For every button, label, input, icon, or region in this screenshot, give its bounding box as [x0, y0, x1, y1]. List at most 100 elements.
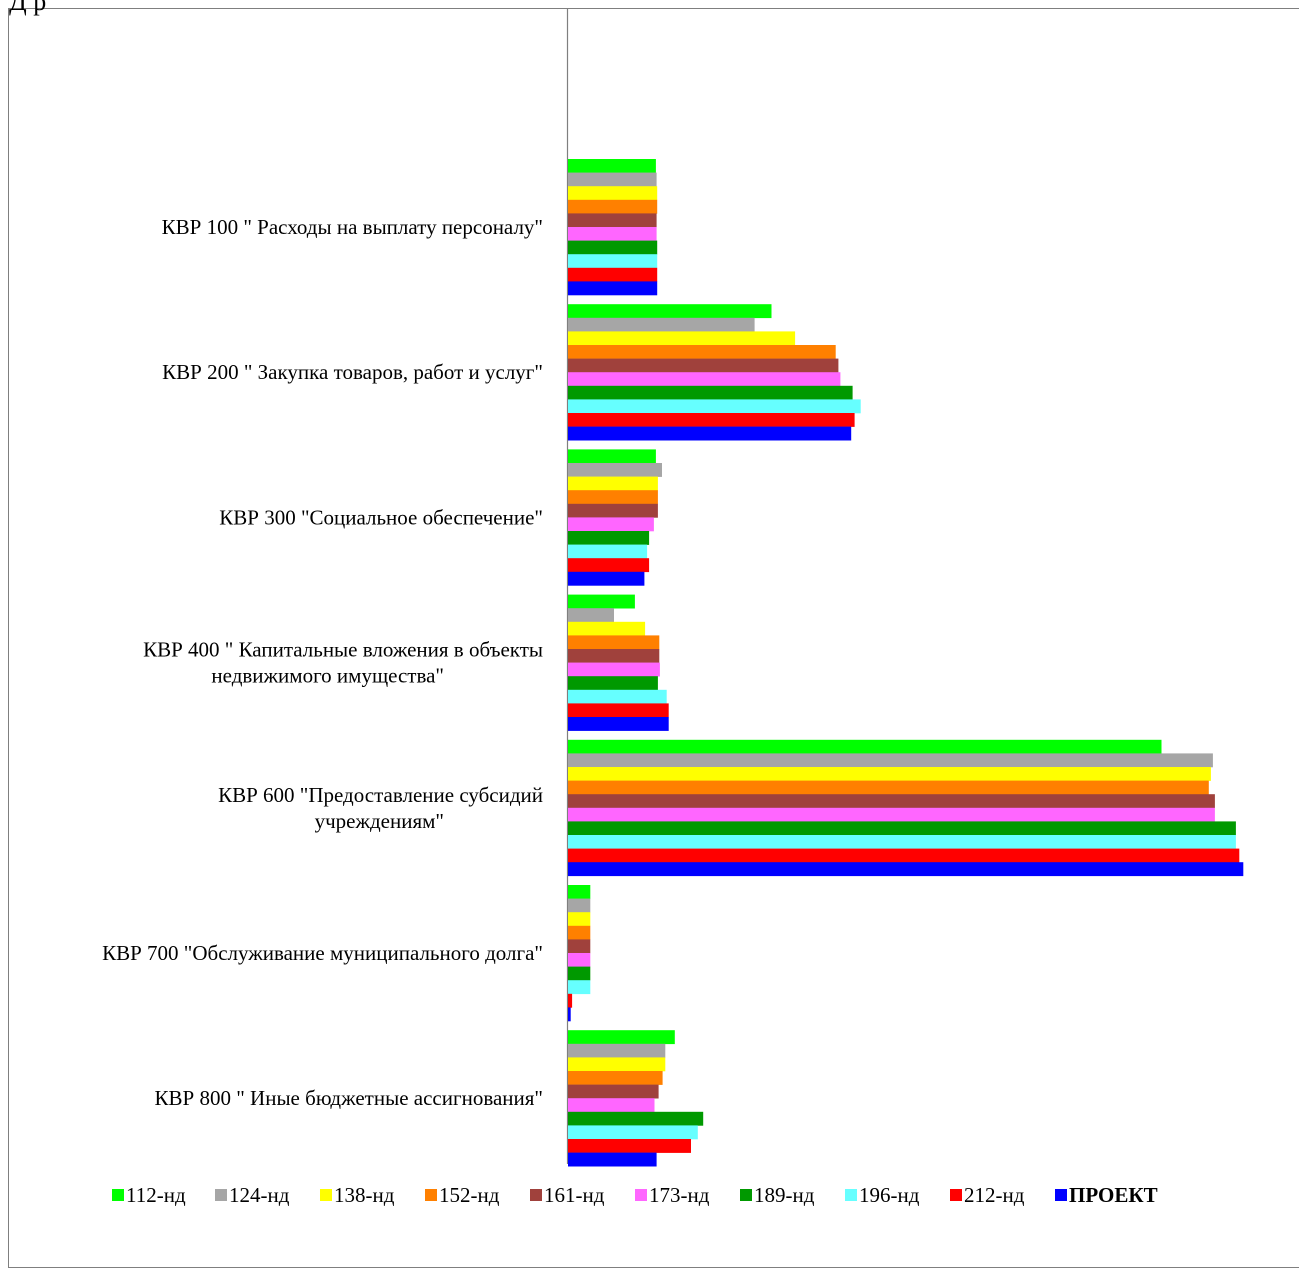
bar-152-нд-cat4: [568, 635, 660, 650]
category-label: КВР 700 "Обслуживание муниципального дол…: [102, 941, 543, 965]
legend-swatch-152-нд: [425, 1189, 437, 1201]
category-label: КВР 600 "Предоставление субсидий учрежден…: [218, 783, 543, 833]
bar-ПРОЕКТ-cat5: [568, 862, 1244, 877]
bar-152-нд-cat6: [568, 925, 591, 940]
bar-124-нд-cat1: [568, 172, 657, 187]
bar-ПРОЕКТ-cat6: [568, 1007, 571, 1022]
bar-189-нд-cat5: [568, 821, 1236, 836]
bar-189-нд-cat2: [568, 385, 853, 400]
bar-124-нд-cat6: [568, 898, 591, 913]
category-labels: КВР 100 " Расходы на выплату персоналу" К…: [102, 215, 543, 1110]
top-text-fragment: Д р: [9, 0, 47, 16]
bar-124-нд-cat5: [568, 753, 1213, 768]
bar-212-нд-cat5: [568, 848, 1240, 863]
bar-138-нд-cat6: [568, 912, 591, 927]
bar-212-нд-cat3: [568, 558, 650, 573]
chart-frame: Д р КВР 100 " Расходы на выплату персона…: [8, 0, 1299, 1268]
bar-ПРОЕКТ-cat7: [568, 1152, 657, 1167]
legend-swatch-189-нд: [740, 1189, 752, 1201]
bar-212-нд-cat4: [568, 703, 669, 718]
bar-112-нд-cat6: [568, 885, 591, 899]
bar-161-нд-cat3: [568, 503, 658, 518]
bar-ПРОЕКТ-cat2: [568, 426, 852, 441]
bar-173-нд-cat1: [568, 227, 657, 241]
legend-label-161-нд: 161-нд: [544, 1183, 605, 1207]
bar-124-нд-cat7: [568, 1043, 666, 1058]
legend-label-ПРОЕКТ: ПРОЕКТ: [1069, 1183, 1158, 1207]
bar-138-нд-cat7: [568, 1057, 666, 1072]
legend-label-138-нд: 138-нд: [334, 1183, 395, 1207]
bar-112-нд-cat1: [568, 159, 656, 173]
category-label: КВР 400 " Капитальные вложения в объекты…: [143, 638, 543, 688]
legend-swatch-112-нд: [112, 1189, 124, 1201]
bar-189-нд-cat6: [568, 966, 591, 981]
bar-196-нд-cat3: [568, 544, 648, 559]
bar-112-нд-cat7: [568, 1030, 675, 1045]
bar-112-нд-cat2: [568, 304, 772, 319]
legend-swatch-196-нд: [845, 1189, 857, 1201]
bar-138-нд-cat3: [568, 476, 658, 491]
bar-152-нд-cat1: [568, 199, 658, 214]
bar-112-нд-cat5: [568, 739, 1162, 754]
bar-212-нд-cat6: [568, 993, 573, 1008]
legend-label-152-нд: 152-нд: [439, 1183, 500, 1207]
bar-189-нд-cat1: [568, 240, 658, 255]
category-label: КВР 300 "Социальное обеспечение": [219, 505, 543, 529]
category-label: КВР 100 " Расходы на выплату персоналу": [162, 215, 543, 239]
bar-212-нд-cat1: [568, 267, 658, 282]
bar-173-нд-cat6: [568, 953, 591, 967]
bar-161-нд-cat6: [568, 939, 591, 954]
bar-ПРОЕКТ-cat4: [568, 717, 669, 731]
category-label: КВР 800 " Иные бюджетные ассигнования": [155, 1086, 543, 1110]
bar-138-нд-cat5: [568, 767, 1211, 781]
bar-189-нд-cat4: [568, 676, 658, 691]
legend-swatch-161-нд: [530, 1189, 542, 1201]
legend-label-112-нд: 112-нд: [126, 1183, 186, 1207]
bar-152-нд-cat5: [568, 780, 1209, 795]
bar-112-нд-cat4: [568, 594, 635, 609]
legend-swatch-ПРОЕКТ: [1055, 1189, 1067, 1201]
legend-swatch-173-нд: [635, 1189, 647, 1201]
legend-swatch-212-нд: [950, 1189, 962, 1201]
bar-ПРОЕКТ-cat1: [568, 281, 658, 296]
bar-189-нд-cat7: [568, 1111, 704, 1126]
bar-ПРОЕКТ-cat3: [568, 571, 645, 586]
legend-swatch-138-нд: [320, 1189, 332, 1201]
bar-173-нд-cat4: [568, 662, 660, 677]
bar-112-нд-cat3: [568, 449, 656, 464]
bar-189-нд-cat3: [568, 531, 650, 545]
legend: 112-нд 124-нд 138-нд 152-нд 161-нд 173-нд 189-…: [112, 1183, 1158, 1207]
bar-196-нд-cat7: [568, 1125, 698, 1140]
category-label: КВР 200 " Закупка товаров, работ и услуг…: [162, 360, 543, 384]
bar-138-нд-cat2: [568, 331, 796, 346]
bar-161-нд-cat4: [568, 649, 660, 663]
bar-173-нд-cat2: [568, 372, 841, 387]
bar-124-нд-cat3: [568, 463, 662, 477]
legend-label-173-нд: 173-нд: [649, 1183, 710, 1207]
legend-label-124-нд: 124-нд: [229, 1183, 290, 1207]
bar-196-нд-cat6: [568, 980, 591, 995]
bar-196-нд-cat5: [568, 835, 1236, 849]
legend-label-189-нд: 189-нд: [754, 1183, 815, 1207]
legend-label-212-нд: 212-нд: [964, 1183, 1025, 1207]
bar-196-нд-cat2: [568, 399, 861, 414]
bar-161-нд-cat2: [568, 358, 839, 373]
bar-152-нд-cat7: [568, 1071, 663, 1085]
bar-212-нд-cat7: [568, 1139, 691, 1153]
bar-212-нд-cat2: [568, 413, 855, 427]
bar-161-нд-cat1: [568, 213, 657, 228]
bar-161-нд-cat5: [568, 794, 1215, 809]
bar-group: [568, 159, 1244, 1167]
bar-124-нд-cat2: [568, 317, 755, 332]
bar-138-нд-cat4: [568, 621, 646, 636]
bar-173-нд-cat7: [568, 1098, 655, 1113]
legend-swatch-124-нд: [215, 1189, 227, 1201]
bar-196-нд-cat4: [568, 689, 667, 704]
legend-label-196-нд: 196-нд: [859, 1183, 920, 1207]
bar-173-нд-cat3: [568, 517, 654, 532]
bar-138-нд-cat1: [568, 186, 658, 201]
bar-152-нд-cat3: [568, 490, 658, 505]
bar-124-нд-cat4: [568, 608, 614, 623]
bar-161-нд-cat7: [568, 1084, 659, 1099]
bar-196-нд-cat1: [568, 254, 658, 269]
